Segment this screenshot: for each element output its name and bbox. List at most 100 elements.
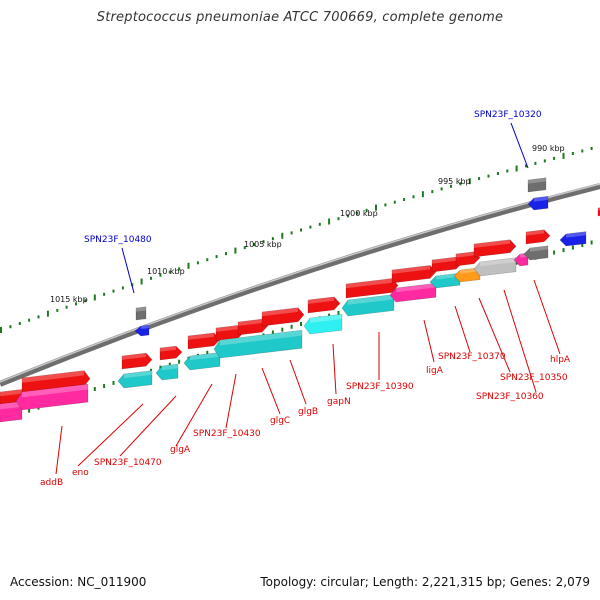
scale-major-tick: [281, 232, 284, 239]
gene-reverse-3[interactable]: [155, 363, 179, 381]
scale-major-tick: [515, 165, 518, 172]
scale-minor-tick: [309, 225, 312, 229]
gene-forward-9[interactable]: [345, 278, 399, 299]
inner-scale-tick: [103, 384, 106, 388]
gene-label-glgc[interactable]: glgC: [270, 416, 290, 426]
scale-minor-tick: [65, 305, 68, 309]
inner-scale-tick: [168, 362, 171, 367]
scale-minor-tick: [356, 211, 359, 215]
gene-reverse-13[interactable]: [523, 245, 549, 261]
gene-label-hlpa[interactable]: hlpA: [550, 355, 571, 365]
scale-minor-tick: [496, 172, 499, 175]
inner-scale-tick: [112, 380, 115, 385]
scale-minor-tick: [393, 200, 396, 204]
gene-forward-8[interactable]: [307, 296, 341, 314]
scale-minor-tick: [121, 286, 124, 290]
gene-forward-4[interactable]: [187, 332, 221, 350]
gene-label-spn23f-10480[interactable]: SPN23F_10480: [84, 235, 152, 245]
gene-label-spn23f-10390[interactable]: SPN23F_10390: [346, 382, 414, 392]
gene-label-spn23f-10470[interactable]: SPN23F_10470: [94, 458, 162, 468]
scale-major-tick: [468, 178, 471, 185]
inner-scale-tick: [553, 250, 556, 255]
scale-minor-tick: [590, 147, 593, 150]
gene-features[interactable]: [0, 177, 600, 423]
gene-label-eno[interactable]: eno: [72, 468, 89, 478]
scale-minor-tick: [581, 149, 584, 153]
gene-label-gapn[interactable]: gapN: [327, 397, 351, 407]
gene-label-spn23f-10430[interactable]: SPN23F_10430: [193, 429, 261, 439]
inner-scale-tick: [590, 240, 593, 245]
inner-scale-tick: [28, 408, 31, 413]
scale-minor-tick: [159, 273, 162, 277]
gene-reverse-5[interactable]: [213, 329, 303, 359]
gene-label-liga[interactable]: ligA: [426, 366, 444, 376]
scale-label-1010: 1010 kbp: [147, 267, 185, 276]
gene-label-spn23f-10370[interactable]: SPN23F_10370: [438, 352, 506, 362]
gene-forward-3[interactable]: [159, 345, 183, 361]
scale-major-tick: [328, 218, 331, 225]
gene-reverse-1[interactable]: [15, 383, 89, 411]
scale-major-tick: [562, 152, 565, 159]
scale-minor-tick: [440, 187, 443, 191]
gene-spn23f-10320-arrow[interactable]: [527, 195, 549, 211]
gene-reverse-2[interactable]: [117, 370, 153, 389]
scale-major-tick: [187, 262, 190, 269]
genome-backbone: [0, 183, 600, 387]
scale-minor-tick: [459, 182, 462, 186]
gene-label-addb[interactable]: addB: [40, 478, 63, 488]
gene-label-spn23f-10360[interactable]: SPN23F_10360: [476, 392, 544, 402]
gene-forward-2[interactable]: [121, 352, 153, 370]
scale-minor-tick: [571, 152, 574, 155]
gene-reverse-4[interactable]: [183, 352, 221, 371]
gene-reverse-14[interactable]: [559, 231, 587, 247]
scale-major-tick: [93, 294, 96, 301]
scale-label-995: 995 kbp: [438, 177, 471, 186]
inner-scale-tick: [300, 322, 302, 326]
inner-scale-tick: [159, 365, 162, 370]
inner-scale-tick: [515, 260, 518, 265]
scale-minor-tick: [243, 246, 246, 250]
scale-minor-tick: [75, 302, 77, 306]
accession-text: Accession: NC_011900: [10, 575, 147, 589]
scale-minor-tick: [487, 174, 490, 178]
scale-minor-tick: [318, 222, 321, 226]
scale-minor-tick: [150, 276, 152, 280]
scale-minor-tick: [225, 252, 227, 256]
scale-minor-tick: [84, 299, 87, 303]
gene-label-glgb[interactable]: glgB: [298, 407, 318, 417]
gene-label-spn23f-10350[interactable]: SPN23F_10350: [500, 373, 568, 383]
gene-reverse-0[interactable]: [0, 401, 23, 423]
gene-forward-6[interactable]: [237, 318, 269, 336]
gene-spn23f-10480-box[interactable]: [135, 306, 147, 321]
gene-reverse-7[interactable]: [341, 294, 395, 317]
gene-forward-7[interactable]: [261, 307, 305, 327]
gene-reverse-9[interactable]: [429, 272, 461, 289]
gene-spn23f-10320-box[interactable]: [527, 177, 547, 193]
gene-reverse-11[interactable]: [473, 257, 517, 277]
scale-label-1015: 1015 kbp: [50, 295, 88, 304]
scale-major-tick: [46, 310, 49, 317]
scale-minor-tick: [346, 214, 349, 218]
scale-minor-tick: [525, 164, 527, 168]
scale-minor-tick: [384, 203, 387, 207]
scale-minor-tick: [534, 161, 537, 165]
inner-scale-tick: [281, 327, 284, 332]
scale-minor-tick: [56, 308, 59, 312]
scale-major-tick: [234, 247, 237, 254]
gene-spn23f-10480-arrow[interactable]: [134, 324, 150, 337]
gene-forward-10[interactable]: [391, 265, 437, 284]
gene-reverse-6[interactable]: [303, 313, 343, 335]
scale-minor-tick: [337, 217, 340, 221]
gene-forward-13[interactable]: [473, 239, 517, 258]
scale-minor-tick: [553, 156, 556, 160]
gene-forward-14[interactable]: [525, 229, 551, 245]
scale-minor-tick: [178, 267, 181, 271]
gene-reverse-8[interactable]: [389, 282, 437, 303]
gene-forward-11[interactable]: [431, 256, 463, 273]
inner-scale-tick: [337, 310, 340, 315]
gene-label-spn23f-10320[interactable]: SPN23F_10320: [474, 110, 542, 120]
gene-label-glga[interactable]: glgA: [170, 445, 191, 455]
scale-minor-tick: [506, 169, 509, 173]
scale-minor-tick: [290, 231, 293, 235]
